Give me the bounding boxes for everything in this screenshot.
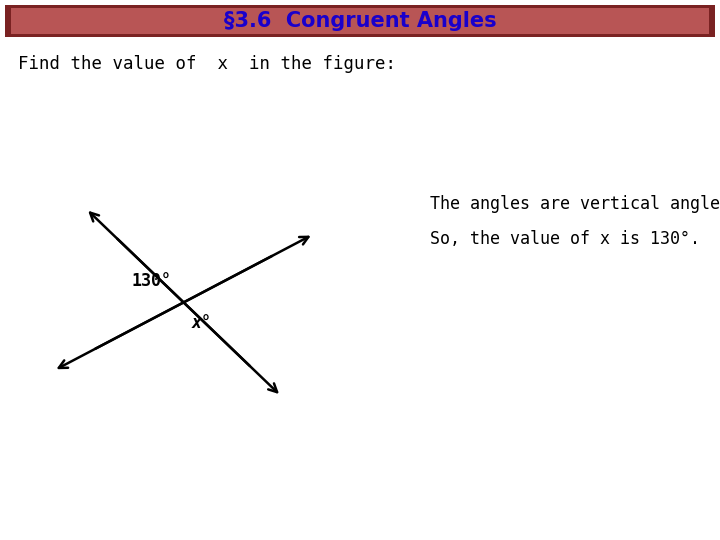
Text: 130°: 130° — [132, 272, 171, 291]
Text: x°: x° — [192, 314, 212, 333]
FancyBboxPatch shape — [11, 8, 709, 34]
Text: Find the value of  x  in the figure:: Find the value of x in the figure: — [18, 55, 396, 73]
Text: The angles are vertical angles.: The angles are vertical angles. — [430, 195, 720, 213]
FancyBboxPatch shape — [5, 5, 715, 37]
Text: §3.6  Congruent Angles: §3.6 Congruent Angles — [224, 11, 496, 31]
Text: So, the value of x is 130°.: So, the value of x is 130°. — [430, 230, 700, 248]
